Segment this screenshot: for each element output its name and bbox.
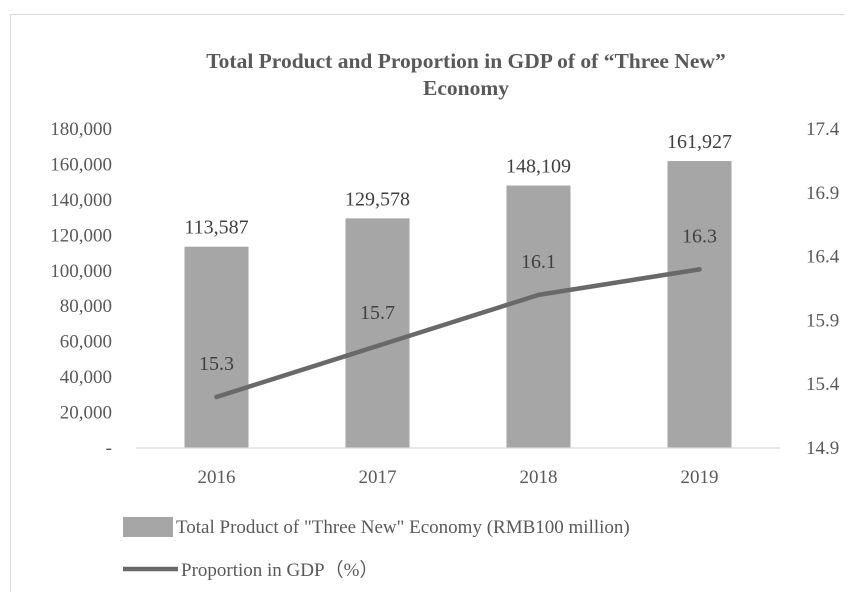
bar (184, 246, 249, 448)
y-right-axis: 14.9 15.4 15.9 16.4 16.9 17.4 (806, 119, 840, 459)
bar (667, 161, 732, 449)
x-tick-label: 2019 (681, 467, 719, 488)
y-left-tick-label: 20,000 (60, 403, 112, 424)
legend-bar-label: Total Product of "Three New" Economy (RM… (176, 517, 630, 538)
y-left-axis: - 20,000 40,000 60,000 80,000 100,000 120,000 1… (50, 119, 112, 459)
line-point (375, 343, 380, 349)
line-point (697, 267, 702, 272)
line-data-label: 15.7 (360, 302, 395, 324)
line-data-label: 16.1 (521, 251, 556, 273)
line-data-label: 16.3 (682, 225, 717, 247)
chart-frame (10, 14, 844, 592)
y-left-tick-label: 80,000 (60, 296, 112, 317)
y-right-tick-label: 16.9 (806, 183, 839, 204)
line-point (214, 394, 219, 400)
legend: Total Product of "Three New" Economy (RM… (123, 517, 630, 581)
y-left-tick-label: 40,000 (60, 367, 112, 388)
bar-data-label: 148,109 (506, 156, 571, 178)
x-tick-label: 2018 (520, 467, 558, 488)
y-left-tick-label: 100,000 (50, 261, 112, 282)
line-point (536, 292, 541, 298)
proportion-line (214, 267, 702, 400)
y-left-tick-label: - (106, 438, 112, 459)
line-series (214, 267, 702, 400)
y-right-tick-label: 15.4 (806, 374, 840, 395)
chart-title-line-2: Economy (423, 76, 509, 100)
y-left-tick-label: 140,000 (50, 190, 112, 211)
bar (345, 218, 410, 448)
y-left-tick-label: 120,000 (50, 225, 112, 246)
bar-series (184, 161, 732, 449)
bar (506, 185, 571, 448)
legend-line-label: Proportion in GDP（%） (181, 559, 378, 581)
x-axis: 2016 2017 2018 2019 (198, 467, 719, 488)
legend-bar-swatch (123, 517, 173, 537)
line-data-labels: 15.3 15.7 16.1 16.3 (199, 225, 717, 375)
y-left-tick-label: 180,000 (50, 119, 112, 140)
y-right-tick-label: 17.4 (806, 119, 840, 140)
x-tick-label: 2017 (359, 467, 397, 488)
bar-data-label: 161,927 (667, 131, 732, 153)
y-left-tick-label: 160,000 (50, 154, 112, 175)
chart-title-line-1: Total Product and Proportion in GDP of o… (206, 49, 725, 73)
bar-data-labels: 113,587 129,578 148,109 161,927 (184, 131, 732, 239)
line-data-label: 15.3 (199, 353, 234, 375)
bar-data-label: 129,578 (345, 188, 410, 210)
y-right-tick-label: 15.9 (806, 310, 839, 331)
bar-data-label: 113,587 (184, 217, 248, 239)
y-right-tick-label: 14.9 (806, 438, 839, 459)
y-left-tick-label: 60,000 (60, 332, 112, 353)
y-right-tick-label: 16.4 (806, 247, 840, 268)
x-tick-label: 2016 (198, 467, 236, 488)
